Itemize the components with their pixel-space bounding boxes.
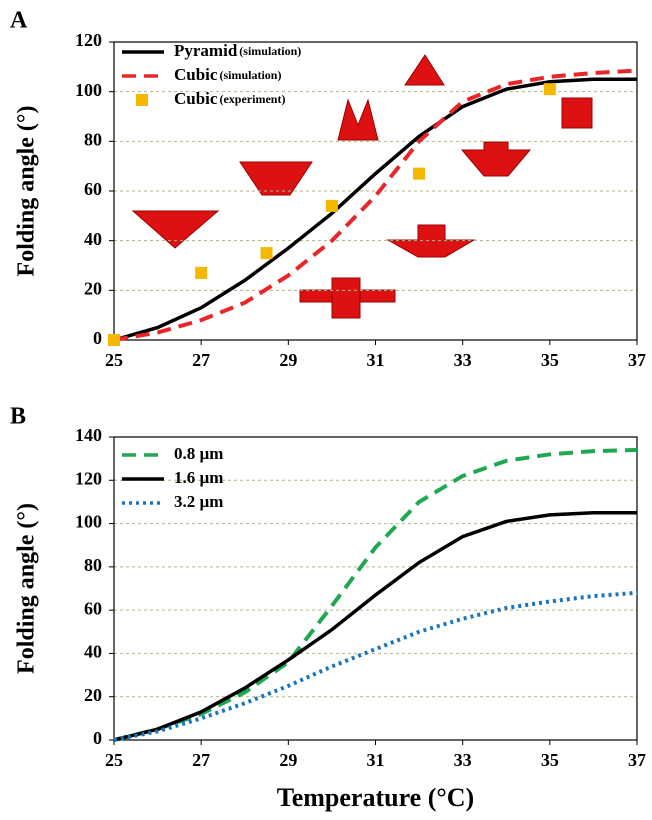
x-tick-label: 37 bbox=[628, 350, 646, 370]
x-axis-label: Temperature (°C) bbox=[277, 783, 474, 812]
data-point bbox=[543, 83, 556, 96]
y-tick-label: 0 bbox=[93, 328, 102, 348]
icon bbox=[337, 98, 379, 141]
data-point bbox=[413, 167, 426, 180]
x-tick-label: 35 bbox=[541, 350, 559, 370]
y-axis-label: Folding angle (°) bbox=[14, 503, 40, 674]
x-tick-label: 37 bbox=[628, 750, 646, 770]
data-point bbox=[325, 199, 338, 212]
legend-name: Pyramid bbox=[174, 41, 238, 60]
plot-frame bbox=[113, 436, 638, 741]
data-point bbox=[260, 247, 273, 260]
panel-label: A bbox=[10, 8, 28, 34]
y-tick-label: 80 bbox=[84, 555, 102, 575]
panel-label: B bbox=[10, 404, 26, 430]
x-tick-label: 33 bbox=[454, 750, 472, 770]
y-tick-label: 40 bbox=[84, 642, 102, 662]
y-tick-label: 20 bbox=[84, 685, 102, 705]
y-tick-label: 100 bbox=[75, 80, 102, 100]
icon bbox=[386, 224, 476, 258]
x-tick-label: 27 bbox=[192, 350, 210, 370]
icon bbox=[331, 277, 361, 319]
x-tick-label: 31 bbox=[367, 750, 385, 770]
series-line bbox=[113, 590, 638, 742]
legend-name: 1.6 µm bbox=[174, 468, 223, 487]
icon bbox=[460, 141, 532, 177]
data-point bbox=[108, 334, 120, 346]
legend-note: (simulation) bbox=[219, 68, 281, 82]
y-tick-label: 60 bbox=[84, 179, 102, 199]
x-tick-label: 33 bbox=[454, 350, 472, 370]
legend-name: Cubic bbox=[174, 65, 218, 84]
y-tick-label: 100 bbox=[75, 512, 102, 532]
legend-name: 0.8 µm bbox=[174, 444, 223, 463]
x-tick-label: 29 bbox=[279, 750, 297, 770]
legend-marker bbox=[136, 94, 148, 106]
x-tick-label: 35 bbox=[541, 750, 559, 770]
x-tick-label: 25 bbox=[105, 750, 123, 770]
legend-label: 1.6 µm bbox=[174, 468, 223, 487]
icon bbox=[131, 210, 220, 249]
y-tick-label: 20 bbox=[84, 278, 102, 298]
y-axis-label: Folding angle (°) bbox=[14, 106, 40, 277]
series-line bbox=[113, 68, 638, 342]
plot-frame bbox=[113, 41, 638, 341]
y-tick-label: 120 bbox=[75, 30, 102, 50]
y-tick-label: 60 bbox=[84, 598, 102, 618]
legend-label: Cubic (simulation) bbox=[174, 65, 281, 84]
series-line bbox=[113, 77, 637, 342]
x-tick-label: 29 bbox=[279, 350, 297, 370]
legend-name: Cubic bbox=[174, 89, 218, 108]
y-tick-label: 40 bbox=[84, 229, 102, 249]
x-tick-label: 31 bbox=[367, 350, 385, 370]
legend-note: (experiment) bbox=[219, 92, 285, 106]
legend-label: 0.8 µm bbox=[174, 444, 223, 463]
y-tick-label: 140 bbox=[75, 425, 102, 445]
icon bbox=[561, 97, 593, 129]
legend-label: Pyramid (simulation) bbox=[174, 41, 301, 60]
legend-label: Cubic (experiment) bbox=[174, 89, 285, 108]
legend-note: (simulation) bbox=[239, 44, 301, 58]
legend-name: 3.2 µm bbox=[174, 492, 223, 511]
y-tick-label: 80 bbox=[84, 129, 102, 149]
icon bbox=[404, 54, 445, 86]
shape-icons bbox=[131, 54, 593, 319]
series-line bbox=[113, 511, 637, 742]
x-tick-label: 25 bbox=[105, 350, 123, 370]
series-line bbox=[113, 447, 638, 742]
x-tick-label: 27 bbox=[192, 750, 210, 770]
icon bbox=[239, 161, 313, 196]
y-tick-label: 120 bbox=[75, 468, 102, 488]
data-point bbox=[195, 266, 208, 279]
y-tick-label: 0 bbox=[93, 728, 102, 748]
legend-label: 3.2 µm bbox=[174, 492, 223, 511]
